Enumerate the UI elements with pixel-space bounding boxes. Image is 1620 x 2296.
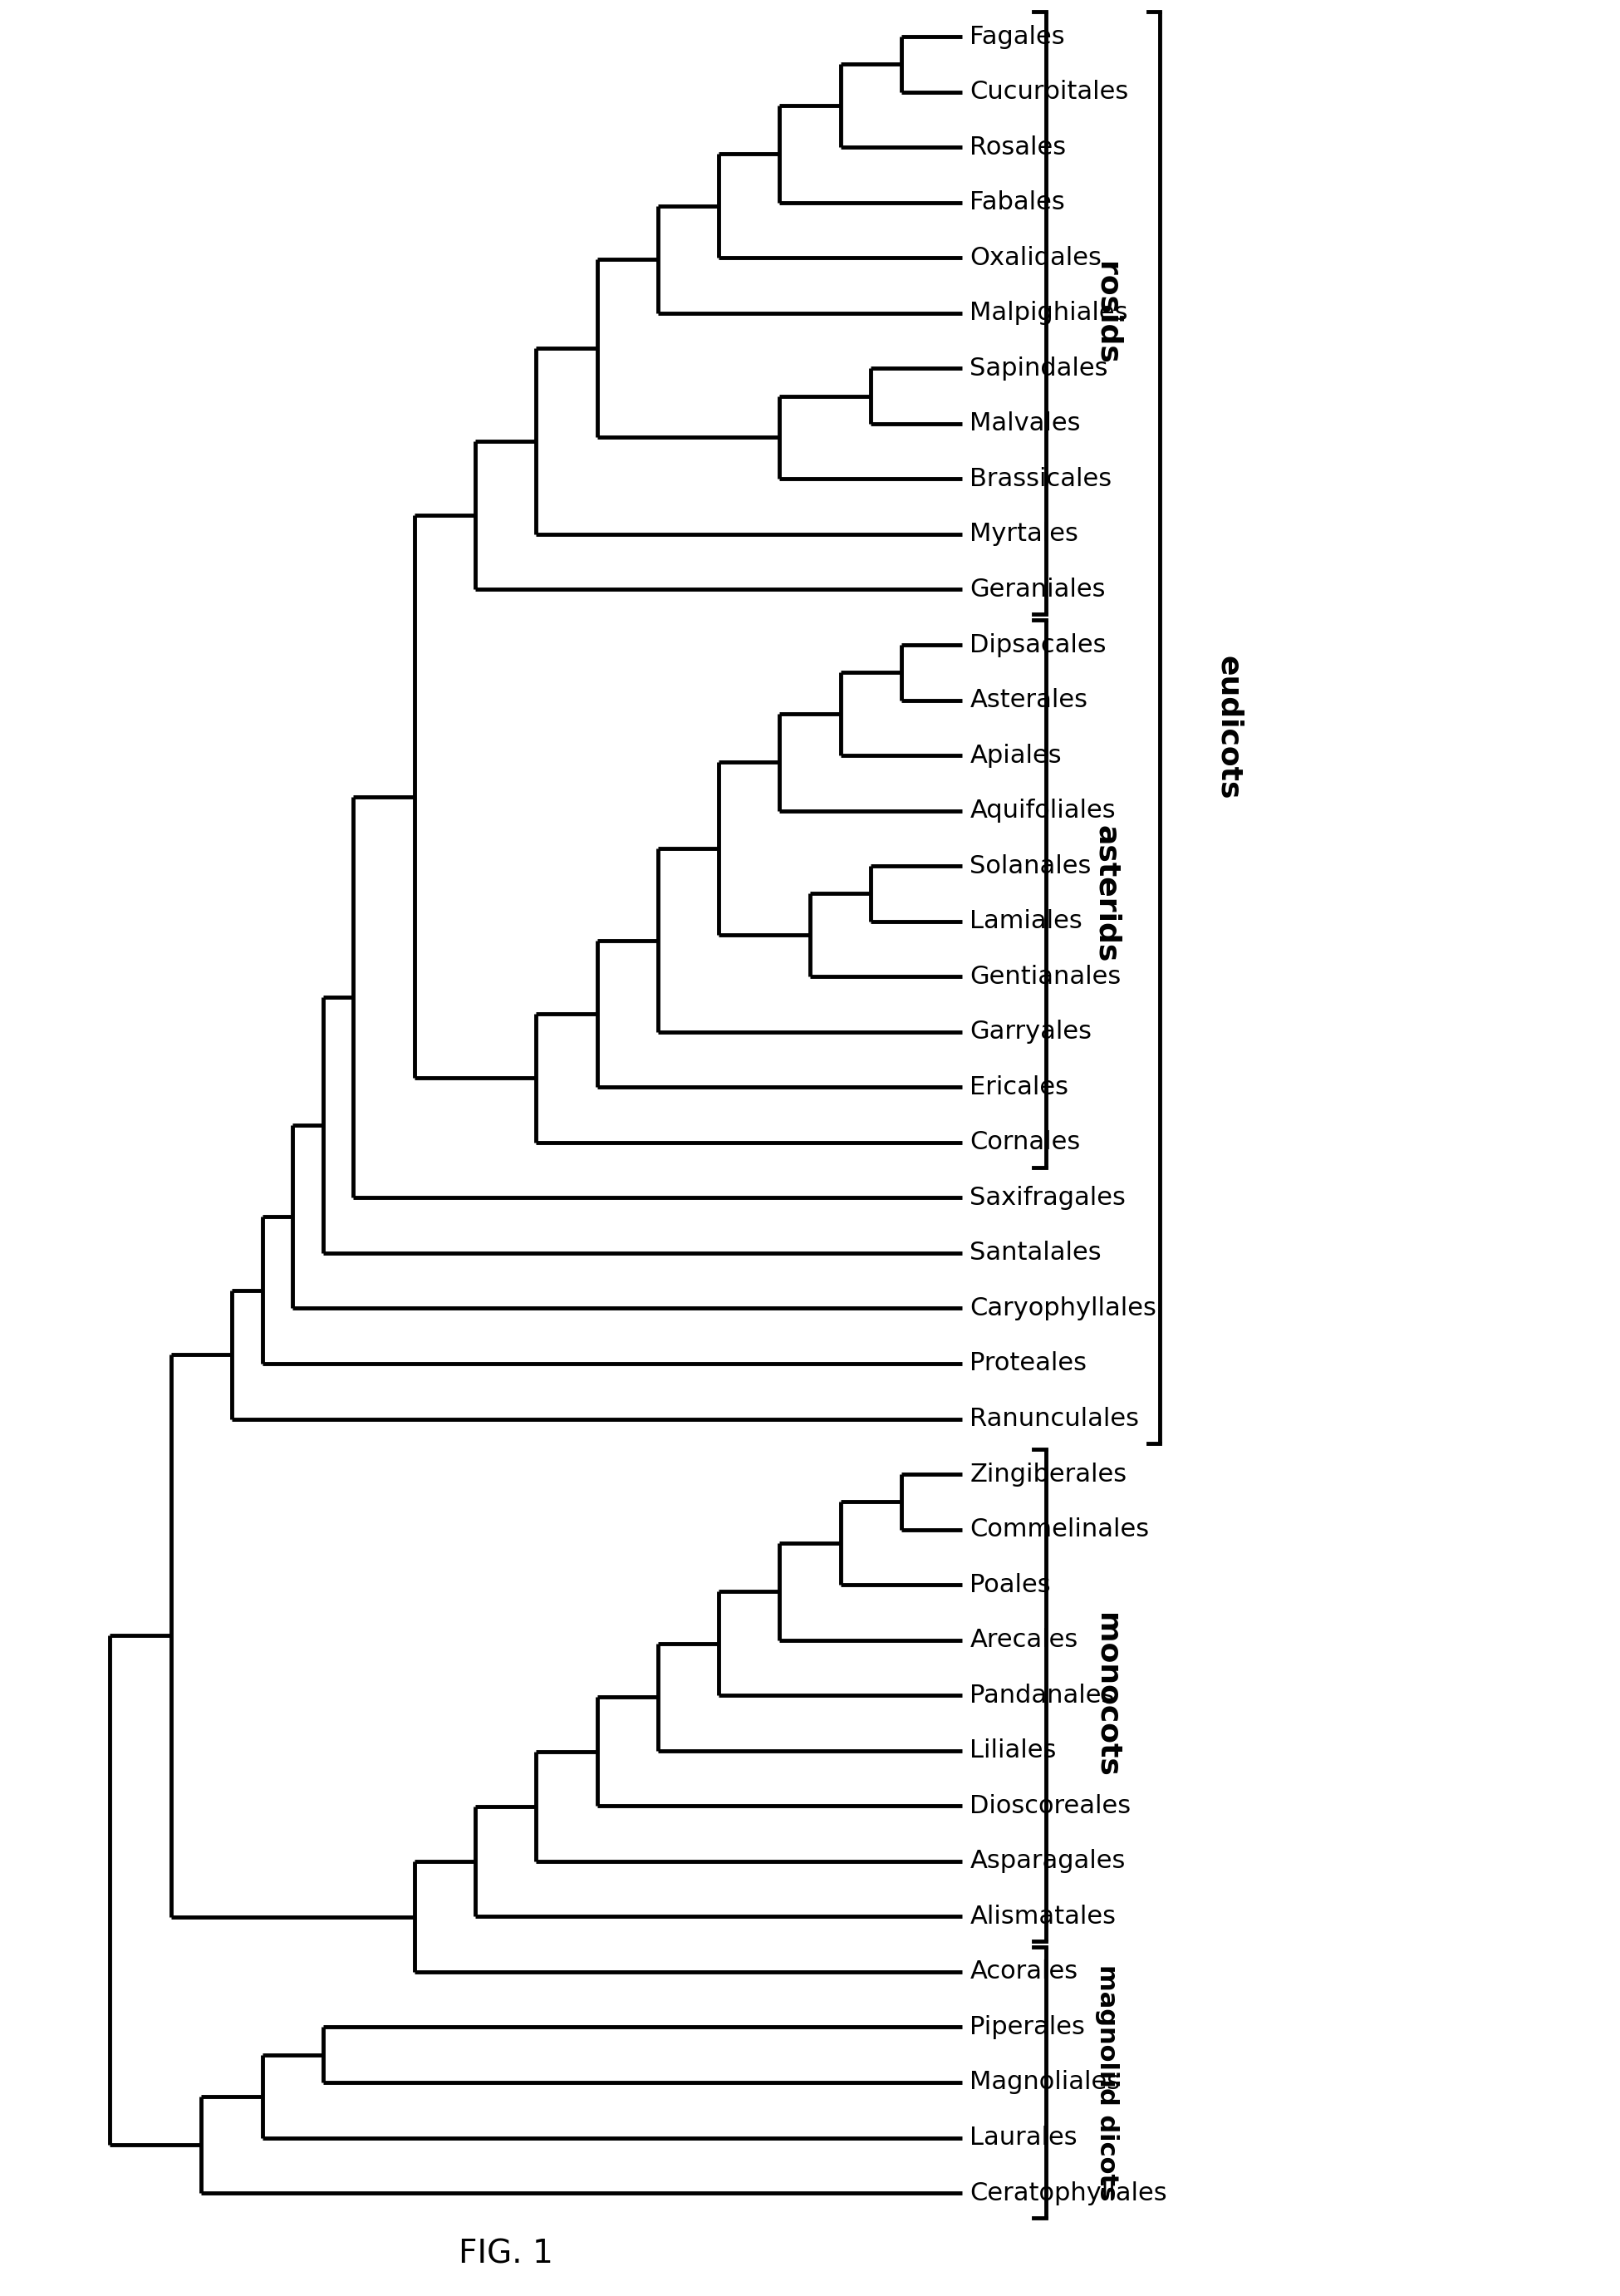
- Text: Magnoliales: Magnoliales: [970, 2071, 1121, 2094]
- Text: Fagales: Fagales: [970, 25, 1064, 48]
- Text: Aquifoliales: Aquifoliales: [970, 799, 1116, 822]
- Text: eudicots: eudicots: [1215, 657, 1243, 799]
- Text: Saxifragales: Saxifragales: [970, 1185, 1126, 1210]
- Text: Cucurbitales: Cucurbitales: [970, 80, 1129, 103]
- Text: asterids: asterids: [1092, 824, 1121, 962]
- Text: Laurales: Laurales: [970, 2126, 1077, 2149]
- Text: Asparagales: Asparagales: [970, 1848, 1126, 1874]
- Text: Garryales: Garryales: [970, 1019, 1092, 1045]
- Text: Cornales: Cornales: [970, 1130, 1081, 1155]
- Text: Santalales: Santalales: [970, 1242, 1102, 1265]
- Text: Zingiberales: Zingiberales: [970, 1463, 1128, 1486]
- Text: Acorales: Acorales: [970, 1961, 1077, 1984]
- Text: Rosales: Rosales: [970, 135, 1066, 158]
- Text: Liliales: Liliales: [970, 1738, 1056, 1763]
- Text: Apiales: Apiales: [970, 744, 1061, 767]
- Text: Fabales: Fabales: [970, 191, 1064, 214]
- Text: Commelinales: Commelinales: [970, 1518, 1149, 1541]
- Text: Geraniales: Geraniales: [970, 579, 1105, 602]
- Text: Pandanales: Pandanales: [970, 1683, 1115, 1708]
- Text: magnoliid dicots: magnoliid dicots: [1095, 1965, 1119, 2200]
- Text: Poales: Poales: [970, 1573, 1051, 1596]
- Text: Malpighiales: Malpighiales: [970, 301, 1128, 326]
- Text: Lamiales: Lamiales: [970, 909, 1082, 934]
- Text: Proteales: Proteales: [970, 1352, 1087, 1375]
- Text: Caryophyllales: Caryophyllales: [970, 1297, 1157, 1320]
- Text: Ranunculales: Ranunculales: [970, 1407, 1139, 1430]
- Text: monocots: monocots: [1092, 1614, 1121, 1777]
- Text: Sapindales: Sapindales: [970, 356, 1108, 381]
- Text: Brassicales: Brassicales: [970, 466, 1111, 491]
- Text: Dioscoreales: Dioscoreales: [970, 1793, 1131, 1818]
- Text: rosids: rosids: [1092, 262, 1121, 365]
- Text: Piperales: Piperales: [970, 2016, 1085, 2039]
- Text: Solanales: Solanales: [970, 854, 1092, 877]
- Text: Ceratophyllales: Ceratophyllales: [970, 2181, 1166, 2204]
- Text: Oxalidales: Oxalidales: [970, 246, 1102, 271]
- Text: Gentianales: Gentianales: [970, 964, 1121, 990]
- Text: Alismatales: Alismatales: [970, 1903, 1116, 1929]
- Text: Malvales: Malvales: [970, 411, 1081, 436]
- Text: Arecales: Arecales: [970, 1628, 1077, 1653]
- Text: FIG. 1: FIG. 1: [458, 2239, 552, 2271]
- Text: Ericales: Ericales: [970, 1075, 1069, 1100]
- Text: Myrtales: Myrtales: [970, 521, 1079, 546]
- Text: Dipsacales: Dipsacales: [970, 634, 1106, 657]
- Text: Asterales: Asterales: [970, 689, 1087, 712]
